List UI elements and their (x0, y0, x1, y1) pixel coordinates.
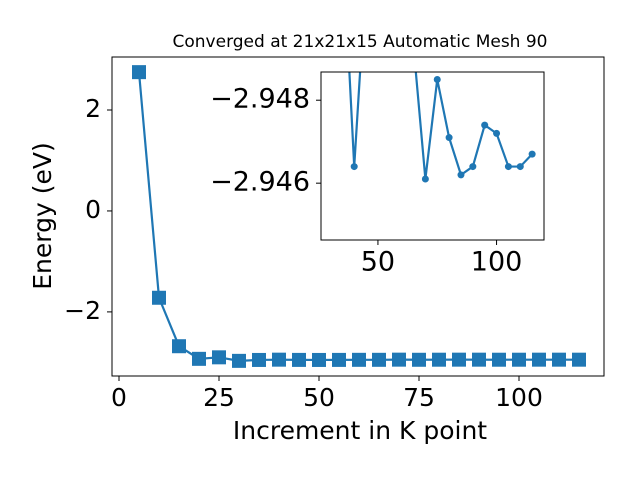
marker (433, 75, 441, 83)
y-tick-label: −2.946 (210, 167, 310, 198)
marker (528, 150, 536, 158)
marker (252, 352, 266, 367)
x-tick-label: 100 (471, 247, 523, 278)
y-tick-label: 2 (85, 94, 101, 123)
axes-frame (111, 56, 605, 377)
marker (272, 352, 286, 367)
marker (212, 350, 226, 365)
marker (132, 65, 146, 80)
plot (132, 65, 586, 368)
marker (421, 175, 429, 183)
marker (469, 163, 477, 171)
marker (492, 352, 506, 367)
marker (493, 129, 501, 137)
x-tick-label: 75 (403, 383, 435, 412)
marker (552, 352, 566, 367)
marker (472, 352, 486, 367)
x-tick-label: 0 (111, 383, 127, 412)
marker (292, 352, 306, 367)
marker (432, 352, 446, 367)
marker (152, 290, 166, 305)
marker (572, 352, 586, 367)
marker (312, 352, 326, 367)
y-tick-label: −2 (64, 296, 101, 325)
marker (445, 134, 453, 142)
x-tick-label: 50 (361, 247, 395, 278)
marker (516, 163, 524, 171)
marker (452, 352, 466, 367)
plot (348, 72, 536, 183)
marker (192, 351, 206, 366)
chart-title: Converged at 21x21x15 Automatic Mesh 90 (173, 32, 548, 52)
marker (232, 353, 246, 368)
x-axis-label: Increment in K point (233, 416, 487, 445)
x-tick-label: 50 (303, 383, 335, 412)
marker (457, 171, 465, 179)
marker (350, 163, 358, 171)
marker (372, 352, 386, 367)
x-tick-label: 25 (203, 383, 235, 412)
axes-frame (320, 71, 545, 241)
y-axis-label: Energy (eV) (28, 142, 57, 289)
marker (481, 121, 489, 129)
marker (392, 352, 406, 367)
marker (172, 339, 186, 354)
marker (332, 352, 346, 367)
marker (352, 352, 366, 367)
marker (532, 352, 546, 367)
marker (512, 352, 526, 367)
x-tick-label: 100 (495, 383, 543, 412)
y-tick-label: −2.948 (210, 84, 310, 115)
marker (412, 352, 426, 367)
marker (504, 163, 512, 171)
y-tick-label: 0 (85, 195, 101, 224)
